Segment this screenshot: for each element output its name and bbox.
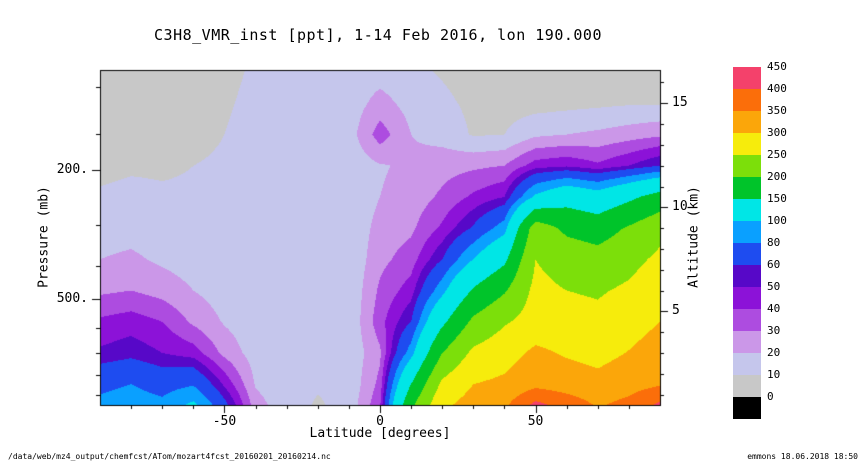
colorbar-tick-label: 40	[767, 302, 781, 315]
latitude-axis-label: Latitude [degrees]	[309, 426, 451, 441]
colorbar-swatch	[733, 243, 761, 265]
pressure-axis-label: Pressure (mb)	[36, 186, 52, 288]
colorbar: 450 400 350 300 250 200 150 100 80 60 50 40 30 20 10 0	[733, 45, 823, 419]
colorbar-tick-label: 100	[767, 214, 787, 227]
colorbar-tick-label: 20	[767, 346, 781, 359]
pressure-tick-label: 200.	[56, 162, 88, 178]
colorbar-tick-label: 250	[767, 148, 787, 161]
colorbar-swatch	[733, 177, 761, 199]
colorbar-swatch	[733, 309, 761, 331]
colorbar-swatch	[733, 397, 761, 419]
x-tick-label: -50	[212, 414, 237, 429]
colorbar-swatch	[733, 111, 761, 133]
altitude-tick-label: 15	[672, 95, 688, 111]
colorbar-swatch	[733, 155, 761, 177]
colorbar-swatch	[733, 199, 761, 221]
colorbar-swatch	[733, 265, 761, 287]
colorbar-swatch	[733, 353, 761, 375]
colorbar-tick-label: 150	[767, 192, 787, 205]
colorbar-swatch	[733, 45, 761, 67]
pressure-tick-label: 500.	[56, 291, 88, 307]
colorbar-tick-label: 10	[767, 368, 781, 381]
colorbar-swatch	[733, 89, 761, 111]
colorbar-tick-label: 350	[767, 104, 787, 117]
colorbar-swatch	[733, 287, 761, 309]
colorbar-swatch	[733, 133, 761, 155]
altitude-axis-label: Altitude (km)	[686, 186, 702, 288]
footer-user-timestamp: emmons 18.06.2018 18:50	[747, 452, 858, 461]
x-tick-label: 50	[527, 414, 544, 429]
colorbar-tick-label: 60	[767, 258, 781, 271]
colorbar-swatch	[733, 221, 761, 243]
colorbar-tick-label: 450	[767, 60, 787, 73]
colorbar-tick-label: 400	[767, 82, 787, 95]
source-file-path: /data/web/mz4_output/chemfcst/ATom/mozar…	[8, 452, 331, 461]
colorbar-tick-label: 200	[767, 170, 787, 183]
colorbar-tick-label: 50	[767, 280, 781, 293]
colorbar-tick-label: 30	[767, 324, 781, 337]
colorbar-tick-label: 80	[767, 236, 781, 249]
colorbar-tick-label: 300	[767, 126, 787, 139]
altitude-tick-label: 5	[672, 303, 680, 319]
colorbar-tick-label: 0	[767, 390, 774, 403]
colorbar-swatch	[733, 375, 761, 397]
colorbar-swatch	[733, 67, 761, 89]
altitude-tick-label: 10	[672, 199, 688, 215]
colorbar-swatch	[733, 331, 761, 353]
x-tick-label: 0	[376, 414, 384, 429]
